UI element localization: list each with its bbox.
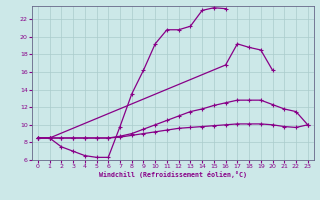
X-axis label: Windchill (Refroidissement éolien,°C): Windchill (Refroidissement éolien,°C)	[99, 171, 247, 178]
